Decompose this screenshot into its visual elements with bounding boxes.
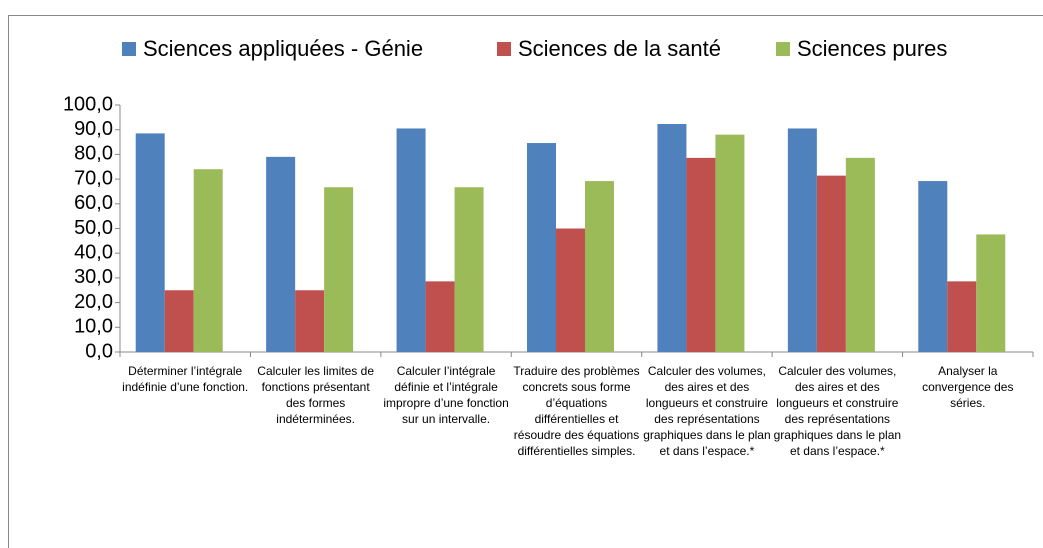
y-tick-label: 0,0 [85,340,113,362]
x-tick-label: Calculer des volumes, des aires et des l… [773,364,902,458]
y-tick-label: 100,0 [63,93,113,115]
bar [686,157,716,352]
bar [947,281,977,352]
bar [425,281,455,352]
x-tick-label: Traduire des problèmes concrets sous for… [513,364,640,458]
bar [324,187,354,352]
x-tick-label: Calculer l’intégrale définie et l’intégr… [383,364,509,426]
bar [266,156,296,352]
bar [787,128,817,352]
bar [454,187,484,352]
y-tick-label: 50,0 [74,217,113,239]
bar [135,133,165,352]
bar [193,169,223,352]
bar [164,290,194,352]
bar [396,128,426,352]
bar [585,181,614,352]
bar [816,175,846,352]
legend-swatch [497,42,511,56]
x-tick-label: Calculer les limites de fonctions présen… [257,364,374,426]
y-tick-label: 20,0 [74,291,113,313]
y-tick-label: 90,0 [74,118,113,140]
bar [657,124,687,352]
y-tick-label: 80,0 [74,143,113,165]
legend-label: Sciences pures [797,36,947,61]
x-tick-label: Calculer des volumes, des aires et des l… [643,364,771,458]
bar [918,181,948,352]
legend-label: Sciences de la santé [518,36,721,61]
bar [845,157,875,352]
y-tick-label: 10,0 [74,316,113,338]
legend-swatch [776,42,790,56]
y-tick-label: 30,0 [74,266,113,288]
y-tick-label: 40,0 [74,241,113,263]
y-tick-label: 60,0 [74,192,113,214]
bar [715,134,745,352]
x-tick-label: Analyser la convergence des séries. [922,364,1014,410]
bar [527,143,556,352]
bar [295,290,325,352]
y-tick-label: 70,0 [74,167,113,189]
legend-label: Sciences appliquées - Génie [143,36,423,61]
x-tick-label: Déterminer l’intégrale indéfinie d’une f… [122,364,249,394]
legend-swatch [122,42,136,56]
bar [556,228,585,352]
bar [976,234,1006,352]
